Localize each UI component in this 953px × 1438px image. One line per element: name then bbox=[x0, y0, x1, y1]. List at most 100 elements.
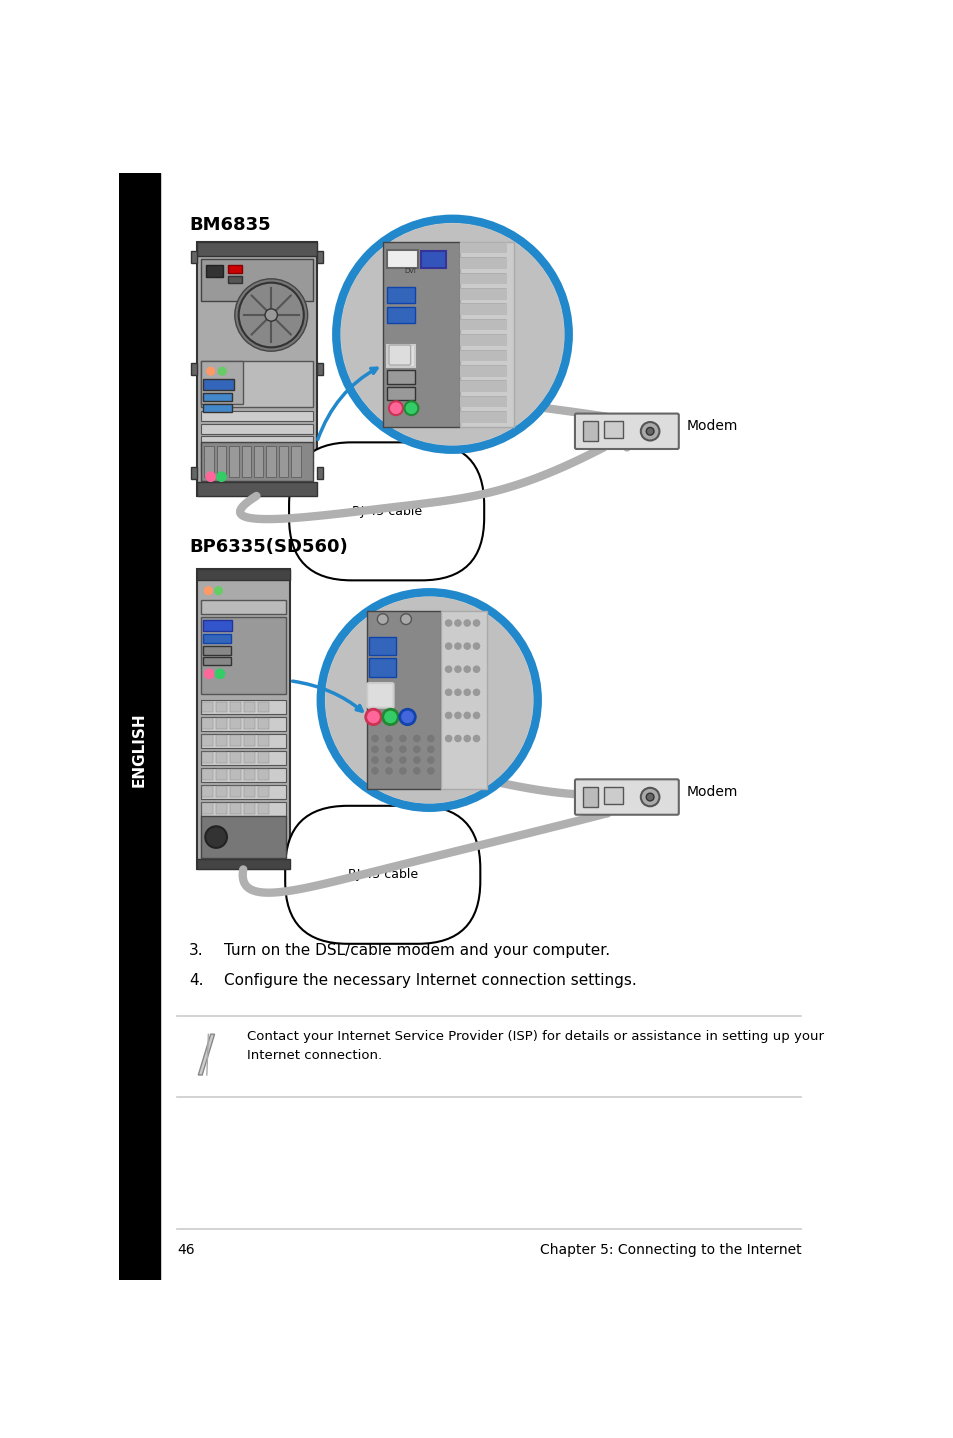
Circle shape bbox=[645, 794, 654, 801]
Bar bbox=[459, 395, 506, 407]
Text: 3.: 3. bbox=[189, 942, 203, 958]
Bar bbox=[196, 858, 290, 870]
Circle shape bbox=[204, 669, 213, 679]
Bar bbox=[202, 804, 213, 814]
Bar bbox=[241, 446, 251, 477]
Bar bbox=[459, 365, 506, 377]
Text: Modem: Modem bbox=[686, 785, 738, 798]
Bar bbox=[459, 273, 506, 285]
Bar bbox=[459, 381, 506, 393]
FancyBboxPatch shape bbox=[389, 345, 410, 365]
Bar bbox=[230, 719, 241, 729]
Bar bbox=[582, 421, 598, 441]
Circle shape bbox=[464, 666, 470, 673]
Bar bbox=[200, 424, 313, 434]
Bar bbox=[228, 265, 241, 273]
Bar bbox=[386, 250, 417, 267]
Bar bbox=[459, 319, 506, 331]
Bar bbox=[459, 303, 506, 315]
Circle shape bbox=[414, 746, 419, 752]
Bar bbox=[203, 646, 231, 654]
Bar bbox=[200, 718, 286, 731]
Bar bbox=[386, 345, 415, 367]
Bar bbox=[386, 306, 415, 324]
Bar bbox=[200, 617, 286, 695]
Bar bbox=[206, 265, 223, 278]
Circle shape bbox=[372, 756, 377, 764]
Bar bbox=[230, 769, 241, 779]
Circle shape bbox=[399, 735, 406, 742]
Bar bbox=[582, 787, 598, 807]
Circle shape bbox=[385, 756, 392, 764]
Bar bbox=[202, 752, 213, 764]
Bar bbox=[440, 611, 487, 788]
Bar bbox=[200, 600, 286, 614]
Bar bbox=[230, 787, 241, 797]
Text: Turn on the DSL/cable modem and your computer.: Turn on the DSL/cable modem and your com… bbox=[224, 942, 609, 958]
Circle shape bbox=[372, 746, 377, 752]
Bar bbox=[459, 242, 514, 427]
Bar bbox=[421, 252, 446, 267]
Circle shape bbox=[399, 768, 406, 774]
Circle shape bbox=[385, 735, 392, 742]
Bar bbox=[228, 276, 241, 283]
Circle shape bbox=[399, 746, 406, 752]
Bar bbox=[603, 787, 622, 804]
Bar bbox=[200, 460, 313, 470]
Circle shape bbox=[205, 827, 227, 848]
Bar bbox=[369, 659, 395, 677]
Bar bbox=[316, 362, 323, 375]
Bar bbox=[230, 735, 241, 746]
Bar bbox=[244, 719, 254, 729]
Circle shape bbox=[234, 279, 307, 351]
Bar bbox=[244, 804, 254, 814]
Circle shape bbox=[455, 620, 460, 626]
Text: BM6835: BM6835 bbox=[189, 217, 271, 234]
Circle shape bbox=[340, 223, 563, 446]
Bar bbox=[196, 482, 316, 496]
Circle shape bbox=[455, 643, 460, 649]
Circle shape bbox=[445, 735, 452, 742]
Bar bbox=[200, 449, 313, 459]
Circle shape bbox=[372, 768, 377, 774]
Bar bbox=[200, 751, 286, 765]
Circle shape bbox=[372, 735, 377, 742]
Bar bbox=[200, 411, 313, 421]
FancyBboxPatch shape bbox=[575, 779, 679, 815]
Bar bbox=[316, 252, 323, 263]
Circle shape bbox=[455, 666, 460, 673]
Text: Contact your Internet Service Provider (ISP) for details or assistance in settin: Contact your Internet Service Provider (… bbox=[247, 1030, 823, 1061]
Bar bbox=[200, 815, 286, 858]
Bar bbox=[459, 411, 506, 423]
Bar bbox=[204, 446, 213, 477]
Bar bbox=[244, 787, 254, 797]
Bar bbox=[191, 467, 196, 479]
Bar bbox=[459, 242, 506, 253]
Circle shape bbox=[414, 768, 419, 774]
Text: 4.: 4. bbox=[189, 974, 203, 988]
Bar bbox=[266, 446, 275, 477]
Bar bbox=[196, 569, 290, 580]
Bar bbox=[216, 702, 227, 712]
Bar bbox=[196, 569, 290, 870]
Circle shape bbox=[206, 472, 215, 482]
Circle shape bbox=[640, 788, 659, 807]
Circle shape bbox=[473, 666, 479, 673]
Bar bbox=[386, 370, 415, 384]
Bar bbox=[257, 752, 269, 764]
Bar bbox=[202, 787, 213, 797]
Bar bbox=[200, 768, 286, 782]
Bar bbox=[203, 657, 231, 666]
Bar bbox=[203, 634, 231, 643]
Circle shape bbox=[204, 587, 212, 594]
Bar bbox=[230, 702, 241, 712]
Circle shape bbox=[464, 689, 470, 696]
Bar bbox=[202, 769, 213, 779]
Bar bbox=[316, 467, 323, 479]
Circle shape bbox=[473, 712, 479, 719]
Bar bbox=[278, 446, 288, 477]
Text: DVI: DVI bbox=[403, 267, 416, 273]
Circle shape bbox=[399, 709, 415, 725]
Bar bbox=[257, 787, 269, 797]
Bar bbox=[386, 387, 415, 400]
